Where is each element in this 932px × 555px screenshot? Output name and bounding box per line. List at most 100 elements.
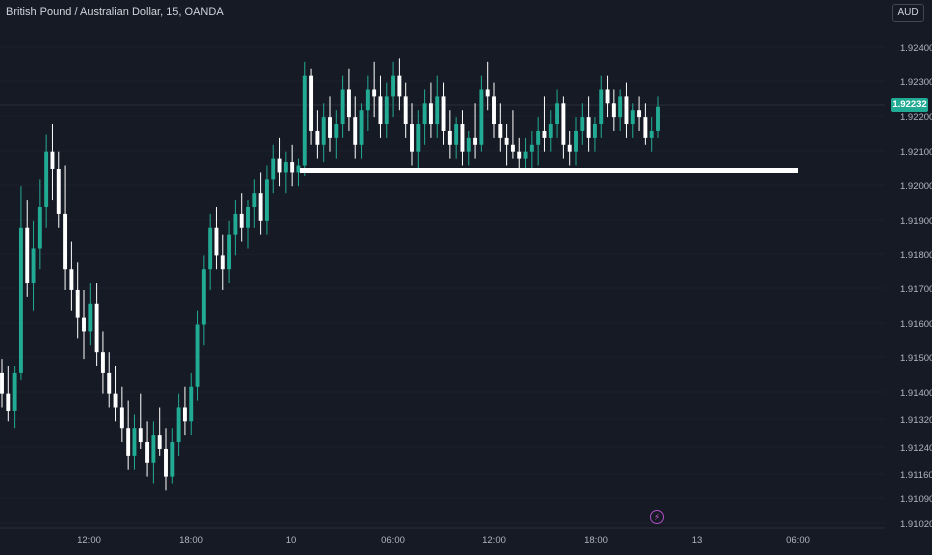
candle-body [315, 130, 320, 145]
price-tick: 1.91900 [900, 216, 932, 227]
candle-body [37, 207, 42, 249]
price-tick: 1.91700 [900, 284, 932, 295]
candle-body [630, 110, 635, 125]
candle-body [611, 103, 616, 118]
candle-body [31, 248, 36, 284]
candle-body [353, 117, 358, 145]
candle-body [126, 428, 131, 456]
price-tick: 1.91800 [900, 250, 932, 261]
currency-button[interactable]: AUD [892, 4, 924, 22]
candle-body [264, 179, 269, 221]
price-tick: 1.92300 [900, 77, 932, 88]
candle-body [649, 130, 654, 138]
candle-body [504, 137, 509, 145]
candle-body [12, 372, 17, 411]
candle-body [384, 96, 389, 125]
candle-body [328, 117, 332, 138]
candle-body [239, 213, 244, 228]
candle-body [372, 89, 377, 97]
candle-body [214, 227, 219, 256]
candle-body [296, 165, 301, 173]
candle-body [428, 103, 433, 125]
candle-body [132, 428, 137, 456]
candle-body [536, 130, 541, 145]
price-tick: 1.92400 [900, 43, 932, 54]
candle-body [44, 151, 49, 207]
candle-body [492, 96, 496, 125]
candle-body [397, 75, 402, 97]
time-axis[interactable]: 12:00 18:00 10 06:00 12:00 18:00 13 06:0… [77, 535, 810, 546]
candle-body [403, 96, 408, 125]
time-tick: 10 [286, 535, 297, 546]
candle-body [0, 372, 4, 394]
symbol-title: British Pound / Australian Dollar, 15, O… [6, 6, 224, 18]
candle-body [517, 151, 522, 159]
candle-body [422, 103, 427, 125]
price-axis[interactable]: 1.92400 1.92300 1.92200 1.92100 1.92000 … [900, 43, 932, 530]
candle-body [561, 103, 566, 145]
candle-body [391, 75, 396, 97]
candle-body [586, 117, 591, 138]
price-tick: 1.91320 [900, 415, 932, 426]
price-tick: 1.91500 [900, 353, 932, 364]
candle-body [75, 289, 80, 318]
candle-body [113, 393, 118, 408]
time-tick: 12:00 [482, 535, 506, 546]
candle-body [69, 269, 74, 290]
candle-body [50, 151, 55, 169]
time-tick: 06:00 [786, 535, 810, 546]
price-tick: 1.92200 [900, 112, 932, 123]
lightning-icon[interactable]: ⚡ [650, 510, 664, 524]
candle-body [227, 234, 232, 270]
support-line[interactable] [300, 168, 798, 173]
candle-body [25, 227, 30, 284]
candle-body [473, 137, 478, 145]
candle-body [529, 144, 534, 152]
candle-body [100, 352, 105, 373]
candle-body [176, 407, 181, 443]
candle-body [542, 130, 547, 138]
candle-body [479, 89, 484, 145]
candle-body [365, 89, 370, 111]
candle-body [346, 89, 351, 118]
candle-body [258, 193, 263, 221]
grid-lines [0, 46, 885, 524]
candle-body [574, 130, 578, 152]
candle-body [435, 96, 440, 125]
candle-body [378, 96, 383, 125]
candle-body [485, 89, 490, 97]
candle-body [220, 255, 225, 270]
candle-body [290, 162, 295, 173]
price-tick: 1.92100 [900, 147, 932, 158]
candles [0, 58, 660, 491]
candle-body [498, 124, 503, 138]
price-tick: 1.91090 [900, 494, 932, 505]
price-tick: 1.91020 [900, 519, 932, 530]
candle-body [208, 227, 213, 270]
candle-body [164, 448, 168, 477]
candle-body [170, 442, 175, 477]
candle-body [567, 144, 572, 152]
candle-body [599, 89, 604, 125]
candle-body [271, 158, 276, 180]
candle-body [252, 193, 257, 207]
candle-body [416, 124, 421, 152]
candle-body [454, 124, 459, 145]
candle-body [555, 103, 560, 125]
candle-body [151, 435, 156, 463]
candle-body [460, 124, 465, 152]
time-tick: 13 [692, 535, 703, 546]
candle-body [624, 96, 629, 125]
candle-body [189, 386, 194, 422]
candle-body [605, 89, 610, 104]
current-price-badge: 1.92232 [891, 98, 928, 112]
candle-body [410, 124, 414, 152]
candle-body [656, 106, 660, 131]
candle-body [580, 117, 585, 131]
candle-body [523, 151, 528, 159]
candle-body [441, 96, 446, 131]
candle-body [107, 372, 112, 394]
time-tick: 12:00 [77, 535, 101, 546]
